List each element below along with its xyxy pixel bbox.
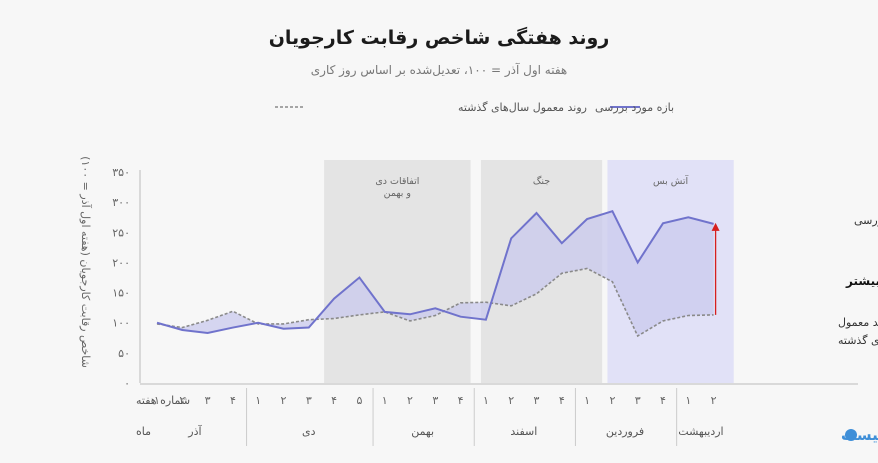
week-tick-label: ۳ [534,394,540,407]
series-normal-line [156,267,714,338]
period-label: اتفاقات دی [375,176,419,187]
week-tick-label: ۳ [635,394,641,407]
y-axis: ۰ ۵۰ ۱۰۰ ۱۵۰ ۲۰۰ ۲۵۰ ۳۰۰ ۳۵۰ [112,166,141,390]
diff-arrow-head [711,222,720,231]
logo-text: بیست [841,426,878,444]
week-tick-label: ۴ [331,394,337,407]
week-tick-label: ۲ [508,394,514,407]
month-label: فروردین [606,425,644,438]
month-label: دی [302,425,316,438]
week-tick-label: ۱ [483,394,489,407]
period-label: و بهمن [384,188,411,199]
week-tick-label: ۲ [281,394,287,407]
period-band [324,160,471,383]
chart-subtitle: هفته اول آذر = ۱۰۰، تعدیل‌شده بر اساس رو… [311,62,567,78]
series-lines [156,210,714,338]
gap-area-fill [157,211,714,336]
series-current-line [156,210,714,334]
end-normal-label-2: سال‌های گذشته [838,334,878,347]
week-tick-label: ۲ [179,394,185,407]
week-tick-label: ۱ [382,394,388,407]
logo: بیست [841,426,878,444]
week-tick-label: ۲ [609,394,615,407]
y-tick-label: ۱۰۰ [112,317,130,330]
month-row-label: ماه [136,425,151,438]
end-current-label: بازه مورد بررسی [854,214,878,227]
y-tick-label: ۳۰۰ [112,196,130,209]
week-tick-label: ۲ [711,394,717,407]
y-tick-label: ۱۵۰ [112,287,130,300]
week-tick-label: ۴ [230,394,236,407]
month-label: آذر [187,424,202,438]
week-tick-label: ۴ [660,394,666,407]
legend-normal-label: روند معمول سال‌های گذشته [458,101,587,114]
week-tick-label: ۴ [559,394,565,407]
period-label: جنگ [533,175,550,187]
gap-area [157,211,714,336]
week-tick-label: ۱ [584,394,590,407]
week-row-label: شماره هفته [136,394,190,407]
week-tick-label: ۲ [407,394,413,407]
legend-current-label: بازه مورد بررسی [595,101,674,114]
week-tick-label: ۱ [255,394,261,407]
y-tick-label: ۰ [124,377,130,390]
y-tick-label: ۲۰۰ [112,256,130,269]
y-tick-label: ۲۵۰ [112,226,130,239]
month-label: اسفند [510,425,537,438]
week-tick-label: ۳ [432,394,438,407]
logo-circle-icon [845,429,857,441]
period-label: آتش بس [653,174,689,187]
annotations: بازه مورد بررسی ٪۱۳۰+ رقابت بیشتر روند معم… [711,214,878,347]
week-tick-label: ۱ [154,394,160,407]
end-normal-label-1: روند معمول [838,316,878,329]
legend: بازه مورد بررسی روند معمول سال‌های گذشته [275,101,674,114]
week-tick-label: ۵ [356,394,362,407]
y-tick-label: ۵۰ [118,347,130,360]
week-tick-label: ۳ [306,394,312,407]
month-label: اردیبهشت [678,425,723,438]
week-tick-label: ۴ [458,394,464,407]
diff-label: ٪۱۳۰+ رقابت بیشتر [845,274,878,288]
week-tick-label: ۳ [205,394,211,407]
chart-title: روند هفتگی شاخص رقابت کارجویان [269,26,610,49]
y-tick-label: ۳۵۰ [112,166,130,179]
month-label: بهمن [411,425,434,438]
x-axis: ۱ ۲ ۳ ۴ ۱ ۲ ۳ ۴ ۵ ۱ ۲ ۳ ۴ ۱ ۲ ۳ ۴ ۱ ۲ ۳ ۴ ۱ ۲ آذر دی بهمن اسفند فرو… [140,383,858,446]
week-tick-label: ۱ [685,394,691,407]
y-axis-title: شاخص رقابت کارجویان (هفته اول آذر = ۱۰۰) [79,156,93,368]
